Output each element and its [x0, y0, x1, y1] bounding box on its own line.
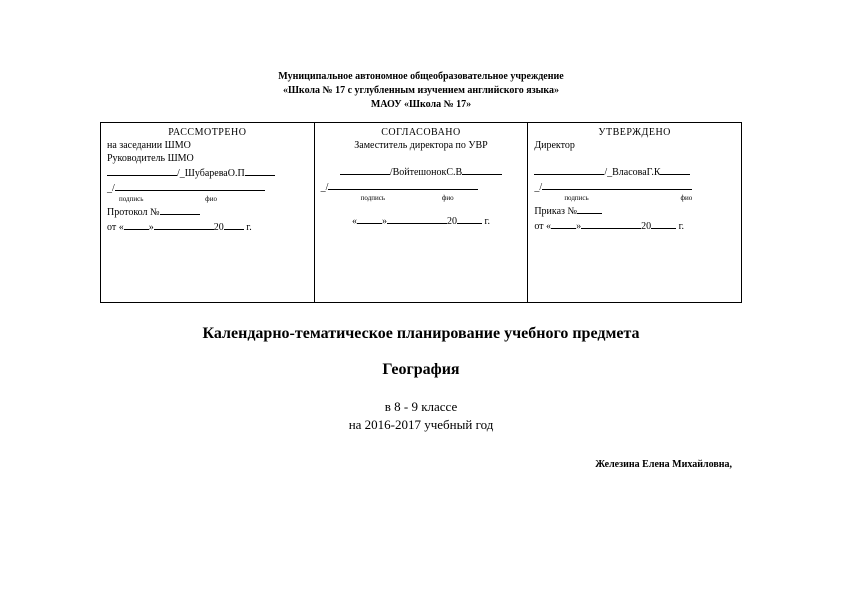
agreed-sig-label1: подпись: [361, 194, 385, 202]
header-line-3: МАОУ «Школа № 17»: [100, 98, 742, 112]
reviewed-title: РАССМОТРЕНО: [107, 126, 308, 139]
reviewed-signature-labels: подпись фио: [107, 195, 308, 204]
approved-signature-line: _/: [534, 181, 735, 194]
reviewed-protocol: Протокол №: [107, 206, 308, 219]
reviewed-sig-label2: фио: [205, 195, 217, 203]
reviewed-line-1: на заседании ШМО: [107, 139, 308, 152]
approved-sig-label1: подпись: [564, 194, 588, 202]
approved-name: ВласоваГ.К: [612, 167, 660, 178]
approved-date: от «»20 г.: [534, 220, 735, 233]
approved-line-1: Директор: [534, 139, 735, 152]
agreed-line-1: Заместитель директора по УВР: [321, 139, 522, 152]
reviewed-signature-line: _/: [107, 182, 308, 195]
approved-order-label: Приказ №: [534, 206, 577, 217]
agreed-signature-labels: подпись фио: [321, 194, 522, 203]
reviewed-name: ШубареваО.П: [185, 168, 245, 179]
reviewed-line-2: Руководитель ШМО: [107, 152, 308, 165]
agreed-title: СОГЛАСОВАНО: [321, 126, 522, 139]
approval-table: РАССМОТРЕНО на заседании ШМО Руководител…: [100, 122, 742, 303]
approval-cell-agreed: СОГЛАСОВАНО Заместитель директора по УВР…: [314, 123, 528, 303]
agreed-name-line: /ВойтешонокС.В: [321, 166, 522, 179]
header-line-1: Муниципальное автономное общеобразовател…: [100, 70, 742, 84]
reviewed-protocol-label: Протокол №: [107, 207, 160, 218]
agreed-date: «»20 г.: [321, 215, 522, 228]
reviewed-sig-label1: подпись: [119, 195, 143, 203]
approval-cell-reviewed: РАССМОТРЕНО на заседании ШМО Руководител…: [101, 123, 315, 303]
agreed-name: ВойтешонокС.В: [393, 167, 463, 178]
approval-cell-approved: УТВЕРЖДЕНО Директор /_ВласоваГ.К _/ подп…: [528, 123, 742, 303]
approved-order: Приказ №: [534, 205, 735, 218]
document-page: Муниципальное автономное общеобразовател…: [0, 0, 842, 595]
header-line-2: «Школа № 17 с углубленным изучением англ…: [100, 84, 742, 98]
reviewed-date: от «»20 г.: [107, 221, 308, 234]
agreed-signature-line: _/: [321, 181, 522, 194]
author-name: Железина Елена Михайловна,: [100, 459, 742, 470]
reviewed-name-line: /_ШубареваО.П: [107, 167, 308, 180]
main-title: Календарно-тематическое планирование уче…: [100, 325, 742, 343]
subject-title: География: [100, 361, 742, 379]
agreed-sig-label2: фио: [442, 194, 454, 202]
approved-signature-labels: подпись фио: [534, 194, 735, 203]
year-line: на 2016-2017 учебный год: [100, 417, 742, 433]
approved-sig-label2: фио: [680, 194, 692, 202]
grade-line: в 8 - 9 классе: [100, 399, 742, 415]
institution-header: Муниципальное автономное общеобразовател…: [100, 70, 742, 112]
approved-title: УТВЕРЖДЕНО: [534, 126, 735, 139]
approved-name-line: /_ВласоваГ.К: [534, 166, 735, 179]
